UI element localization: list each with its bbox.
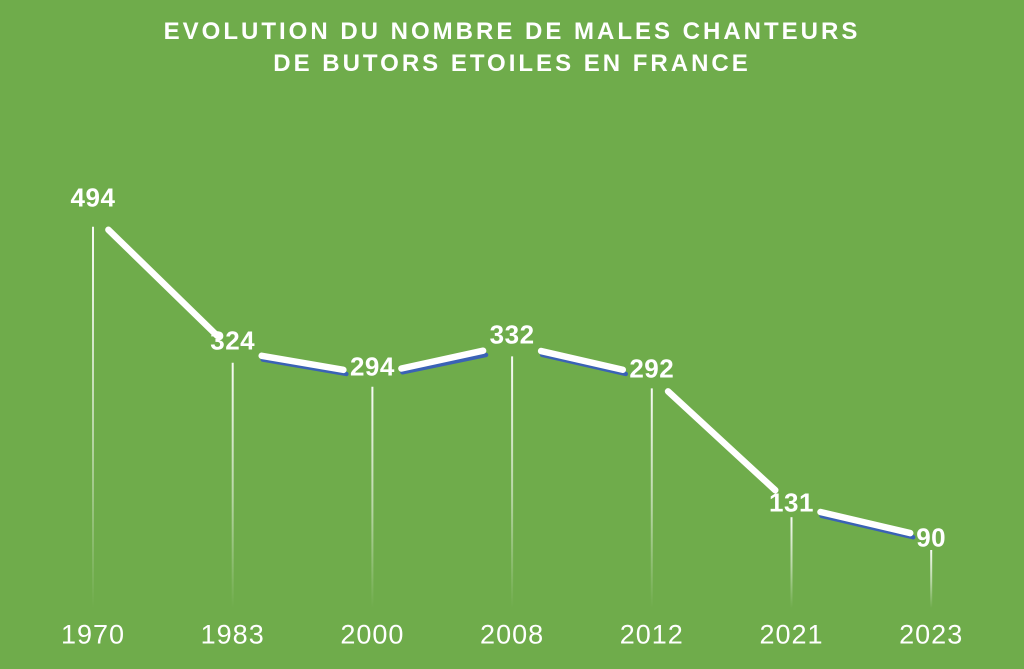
x-axis-label: 2023 — [899, 619, 964, 650]
data-point-label: 332 — [489, 319, 535, 350]
line-segment — [537, 347, 627, 374]
line-segment — [817, 508, 914, 537]
line-segment-shadow — [819, 513, 916, 540]
x-axis-label: 2012 — [619, 619, 684, 650]
x-axis-label: 2000 — [340, 619, 405, 650]
x-axis-label: 1983 — [200, 619, 265, 650]
x-axis-label: 1970 — [60, 619, 126, 650]
line-segment — [105, 226, 221, 340]
data-point-label: 494 — [70, 182, 116, 213]
data-point-label: 131 — [769, 487, 814, 518]
data-point-label: 90 — [916, 522, 947, 553]
data-point-label: 324 — [210, 325, 256, 356]
line-segment-shadow — [539, 352, 628, 377]
line-segment — [258, 352, 347, 374]
chart-title-line-1: EVOLUTION DU NOMBRE DE MALES CHANTEURS — [163, 18, 861, 45]
line-segment — [398, 347, 487, 372]
chart-title: EVOLUTION DU NOMBRE DE MALES CHANTEURS D… — [0, 16, 1024, 80]
data-point-label: 292 — [629, 353, 675, 384]
line-segment — [664, 388, 779, 494]
x-axis-label: 2021 — [759, 619, 824, 650]
data-point-label: 294 — [349, 351, 395, 382]
x-axis-label: 2008 — [480, 619, 545, 650]
line-segment-shadow — [260, 357, 349, 377]
chart-title-line-2: DE BUTORS ETOILES EN FRANCE — [273, 50, 751, 77]
line-segment-shadow — [400, 352, 489, 375]
